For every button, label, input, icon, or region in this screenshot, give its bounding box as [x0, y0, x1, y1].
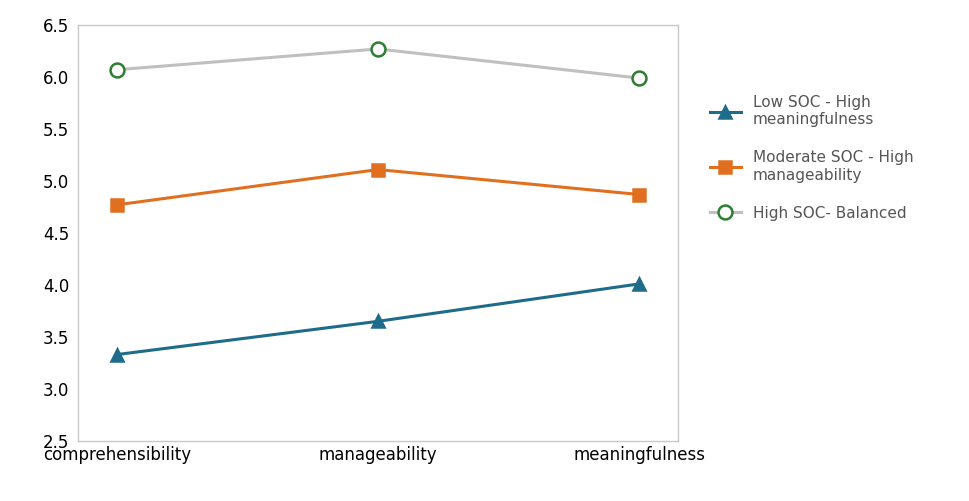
- Legend: Low SOC - High
meaningfulness, Moderate SOC - High
manageability, High SOC- Bala: Low SOC - High meaningfulness, Moderate …: [710, 95, 914, 221]
